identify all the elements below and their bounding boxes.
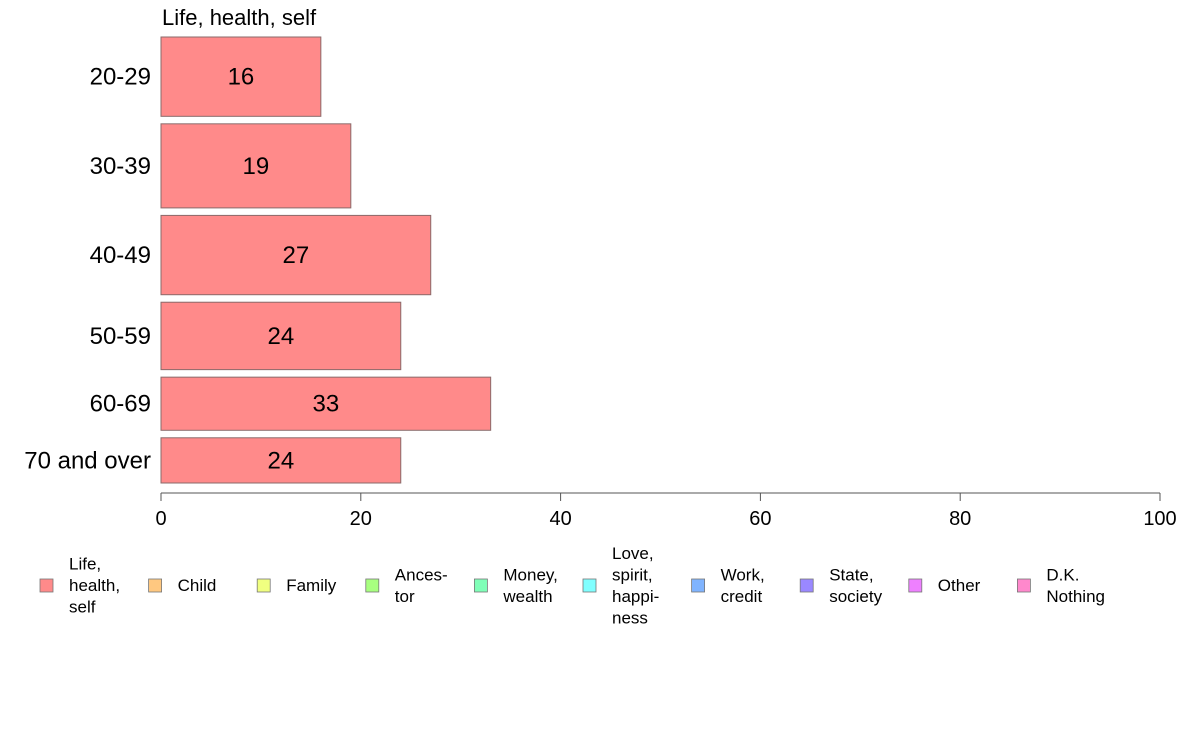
- legend-label-line: happi-: [612, 587, 659, 606]
- legend-swatch: [799, 578, 814, 593]
- x-tick-label: 40: [549, 508, 571, 530]
- legend-label-line: Nothing: [1046, 587, 1105, 606]
- legend-label: Family: [286, 576, 337, 595]
- legend-label: Money, wealth: [502, 565, 558, 606]
- legend-label-line: Life,: [69, 555, 101, 574]
- legend-swatch: [691, 578, 705, 593]
- legend-swatch: [39, 578, 54, 593]
- category-label: 50-59: [90, 323, 151, 350]
- legend-label-line: Love,: [612, 544, 654, 563]
- legend-swatch: [148, 578, 163, 593]
- legend-swatch: [473, 578, 488, 593]
- bar-60-69: [160, 376, 492, 431]
- legend-label: State, society: [829, 565, 882, 606]
- legend-swatch: [365, 578, 380, 593]
- legend-label-line: society: [829, 587, 882, 606]
- panel-title: Life, health, self: [162, 5, 317, 30]
- data-label: 24: [268, 323, 295, 350]
- legend-label: Child: [178, 576, 217, 595]
- legend-label-line: State,: [829, 565, 873, 584]
- legend-label: Ances-tor: [395, 565, 448, 606]
- bars-group: 16 20-29 19 30-39 27 40-49 24 50-59 33 60-69 24 70 …: [24, 36, 492, 484]
- bar-40-49: [160, 214, 432, 296]
- category-label: 60-69: [90, 391, 151, 418]
- legend-swatch: [256, 578, 271, 593]
- legend-label-line: Ances-: [395, 565, 448, 584]
- x-tick-label: 0: [155, 508, 166, 530]
- data-label: 33: [312, 391, 339, 418]
- bar-50-59: [160, 301, 402, 371]
- x-tick-label: 80: [949, 508, 971, 530]
- legend-label-line: ness: [612, 608, 648, 627]
- x-tick-label: 60: [749, 508, 771, 530]
- legend-label-line: credit: [721, 587, 763, 606]
- legend-label-line: spirit,: [612, 565, 653, 584]
- legend-label-line: wealth: [502, 587, 552, 606]
- data-label: 19: [243, 153, 270, 180]
- legend-label-line: D.K.: [1046, 565, 1079, 584]
- x-tick-label: 20: [350, 508, 372, 530]
- legend-label-line: self: [69, 598, 96, 617]
- data-label: 16: [228, 64, 255, 91]
- bar-20-29: [160, 36, 322, 117]
- x-tick-label: 100: [1143, 508, 1176, 530]
- data-label: 27: [283, 242, 310, 269]
- legend-swatch: [1017, 578, 1031, 593]
- legend-label: Love, spirit, happi-ness: [612, 544, 659, 628]
- legend-label-line: Work,: [721, 565, 765, 584]
- bar-70-and-over: [160, 437, 402, 484]
- legend-label-line: Family: [286, 576, 337, 595]
- legend-label-line: tor: [395, 587, 415, 606]
- category-label: 20-29: [90, 64, 151, 91]
- legend-label: D.K. Nothing: [1046, 565, 1105, 606]
- bar-30-39: [160, 123, 352, 209]
- legend-label: Work, credit: [721, 565, 765, 606]
- legend-label-line: health,: [69, 576, 120, 595]
- category-label: 40-49: [90, 242, 151, 269]
- category-label: 30-39: [90, 153, 151, 180]
- x-axis: 0 20 40 60 80 100: [155, 492, 1177, 530]
- data-label: 24: [268, 447, 295, 474]
- legend-label-line: Money,: [503, 565, 558, 584]
- legend-label: Life, health, self: [69, 555, 120, 617]
- legend-label-line: Child: [178, 576, 217, 595]
- legend-label-line: Other: [938, 576, 981, 595]
- legend: Life, health, self Child Family Ances-tor Mone…: [39, 544, 1105, 628]
- legend-swatch: [582, 578, 597, 593]
- category-label: 70 and over: [24, 447, 151, 474]
- legend-label: Other: [938, 576, 981, 595]
- legend-swatch: [908, 578, 923, 593]
